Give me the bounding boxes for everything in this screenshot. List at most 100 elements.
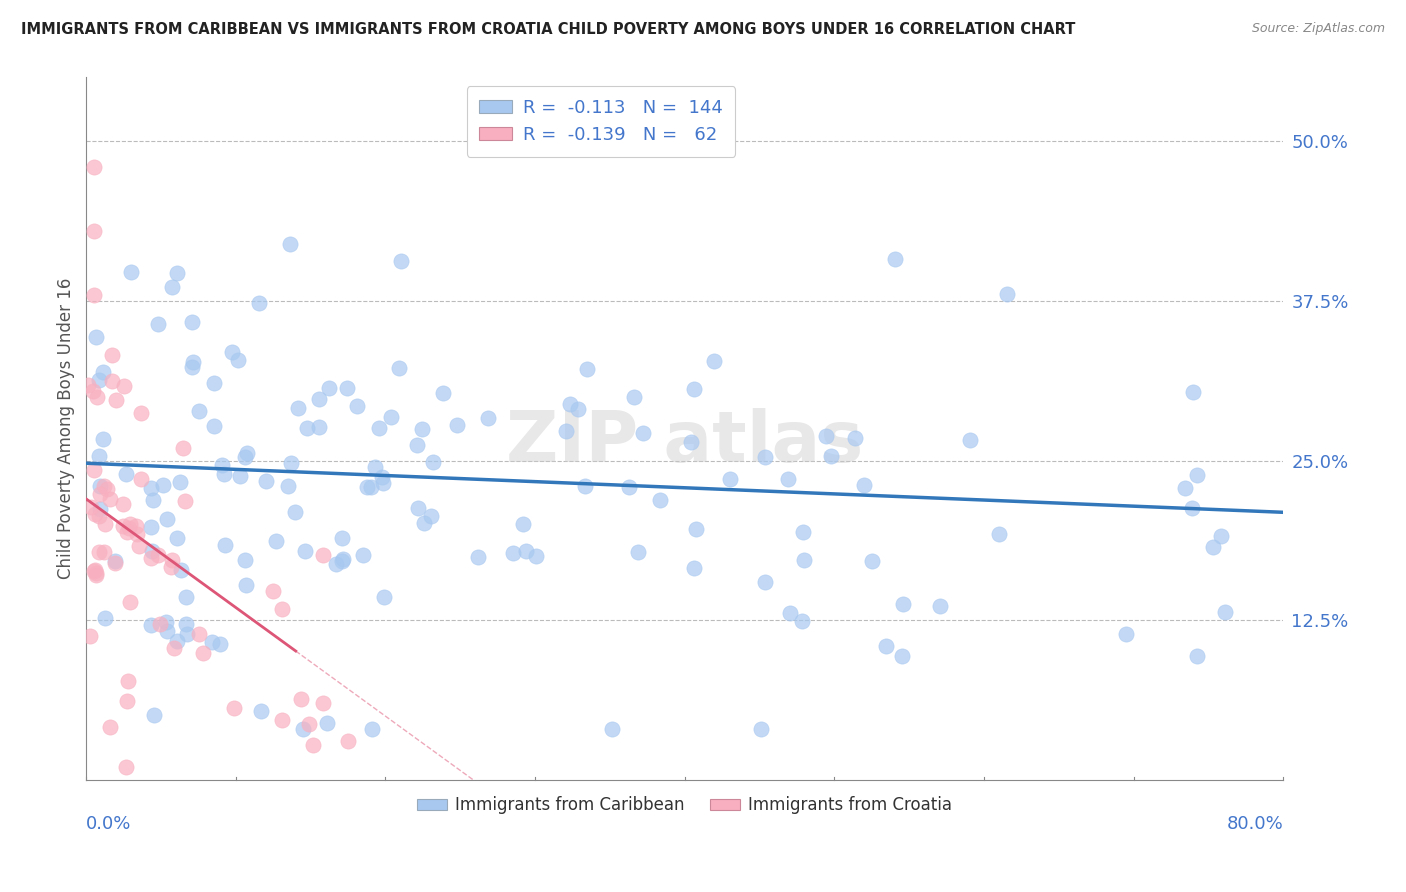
Point bbox=[1209, 529, 1232, 543]
Point bbox=[112, 379, 135, 393]
Point bbox=[211, 458, 233, 472]
Point bbox=[290, 691, 312, 706]
Point bbox=[202, 419, 225, 434]
Point bbox=[149, 617, 172, 632]
Point bbox=[160, 553, 183, 567]
Point bbox=[115, 760, 138, 774]
Point bbox=[623, 390, 645, 404]
Point bbox=[141, 481, 163, 495]
Point bbox=[172, 441, 194, 455]
Point bbox=[101, 375, 124, 389]
Point bbox=[204, 376, 226, 390]
Point bbox=[718, 472, 741, 486]
Point bbox=[853, 477, 876, 491]
Point bbox=[467, 550, 489, 565]
Point bbox=[166, 266, 188, 280]
Point bbox=[683, 382, 706, 396]
Point bbox=[515, 544, 537, 558]
Point bbox=[224, 701, 246, 715]
Point bbox=[1115, 627, 1137, 641]
Point bbox=[111, 497, 134, 511]
Point bbox=[330, 554, 353, 568]
Point bbox=[277, 479, 299, 493]
Point bbox=[793, 553, 815, 567]
Point bbox=[139, 551, 162, 566]
Point bbox=[84, 329, 107, 343]
Text: 0.0%: 0.0% bbox=[86, 815, 132, 833]
Point bbox=[330, 531, 353, 545]
Point bbox=[83, 287, 105, 301]
Point bbox=[422, 455, 444, 469]
Point bbox=[83, 463, 105, 477]
Point bbox=[104, 393, 127, 408]
Point bbox=[627, 545, 650, 559]
Point bbox=[1174, 481, 1197, 495]
Point bbox=[703, 353, 725, 368]
Point bbox=[166, 531, 188, 545]
Point bbox=[413, 516, 436, 531]
Point bbox=[271, 602, 294, 616]
Point bbox=[84, 563, 107, 577]
Point bbox=[311, 549, 333, 563]
Point bbox=[411, 422, 433, 436]
Text: IMMIGRANTS FROM CARIBBEAN VS IMMIGRANTS FROM CROATIA CHILD POVERTY AMONG BOYS UN: IMMIGRANTS FROM CARIBBEAN VS IMMIGRANTS … bbox=[21, 22, 1076, 37]
Text: Source: ZipAtlas.com: Source: ZipAtlas.com bbox=[1251, 22, 1385, 36]
Point bbox=[477, 410, 499, 425]
Point bbox=[148, 317, 170, 331]
Point bbox=[388, 361, 411, 376]
Point bbox=[128, 539, 150, 553]
Point bbox=[228, 469, 250, 483]
Point bbox=[84, 567, 107, 582]
Point bbox=[93, 365, 115, 379]
Point bbox=[91, 432, 114, 446]
Point bbox=[679, 435, 702, 450]
Point bbox=[959, 433, 981, 447]
Point bbox=[160, 279, 183, 293]
Point bbox=[432, 385, 454, 400]
Point bbox=[308, 392, 330, 406]
Point bbox=[180, 359, 202, 374]
Point bbox=[754, 450, 776, 464]
Point bbox=[446, 418, 468, 433]
Point bbox=[884, 252, 907, 267]
Point bbox=[332, 552, 354, 566]
Point bbox=[346, 399, 368, 413]
Point bbox=[408, 501, 430, 516]
Point bbox=[875, 640, 897, 654]
Point bbox=[129, 406, 152, 420]
Point bbox=[226, 353, 249, 368]
Point bbox=[156, 624, 179, 639]
Point bbox=[94, 516, 117, 531]
Point bbox=[891, 597, 914, 611]
Point bbox=[233, 553, 256, 567]
Point bbox=[89, 479, 111, 493]
Point bbox=[82, 384, 104, 399]
Point bbox=[371, 470, 394, 484]
Point bbox=[188, 626, 211, 640]
Point bbox=[312, 697, 335, 711]
Point bbox=[1202, 540, 1225, 554]
Point bbox=[995, 287, 1018, 301]
Point bbox=[555, 424, 578, 438]
Point bbox=[174, 590, 197, 604]
Point bbox=[406, 438, 429, 452]
Point bbox=[169, 475, 191, 489]
Point bbox=[115, 467, 138, 481]
Point bbox=[1187, 648, 1209, 663]
Point bbox=[754, 574, 776, 589]
Point bbox=[302, 739, 325, 753]
Point bbox=[98, 720, 121, 734]
Point bbox=[174, 493, 197, 508]
Point bbox=[280, 456, 302, 470]
Point bbox=[104, 557, 127, 571]
Point bbox=[214, 538, 236, 552]
Point bbox=[247, 295, 270, 310]
Point bbox=[308, 420, 330, 434]
Point bbox=[87, 544, 110, 558]
Point bbox=[84, 507, 107, 521]
Point bbox=[928, 599, 950, 613]
Point bbox=[101, 348, 124, 362]
Point bbox=[93, 479, 115, 493]
Point bbox=[294, 543, 316, 558]
Point bbox=[96, 483, 118, 497]
